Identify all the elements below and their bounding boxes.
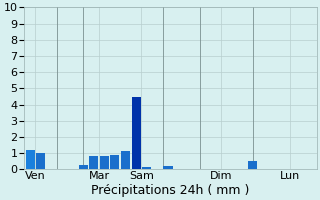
Bar xyxy=(79,165,88,169)
Bar xyxy=(142,167,151,169)
Bar xyxy=(26,150,35,169)
Bar xyxy=(121,151,130,169)
Bar xyxy=(89,156,98,169)
Bar xyxy=(100,156,109,169)
X-axis label: Précipitations 24h ( mm ): Précipitations 24h ( mm ) xyxy=(91,184,249,197)
Bar xyxy=(164,166,172,169)
Bar xyxy=(132,97,141,169)
Bar xyxy=(110,155,119,169)
Bar xyxy=(36,153,45,169)
Bar xyxy=(248,161,257,169)
